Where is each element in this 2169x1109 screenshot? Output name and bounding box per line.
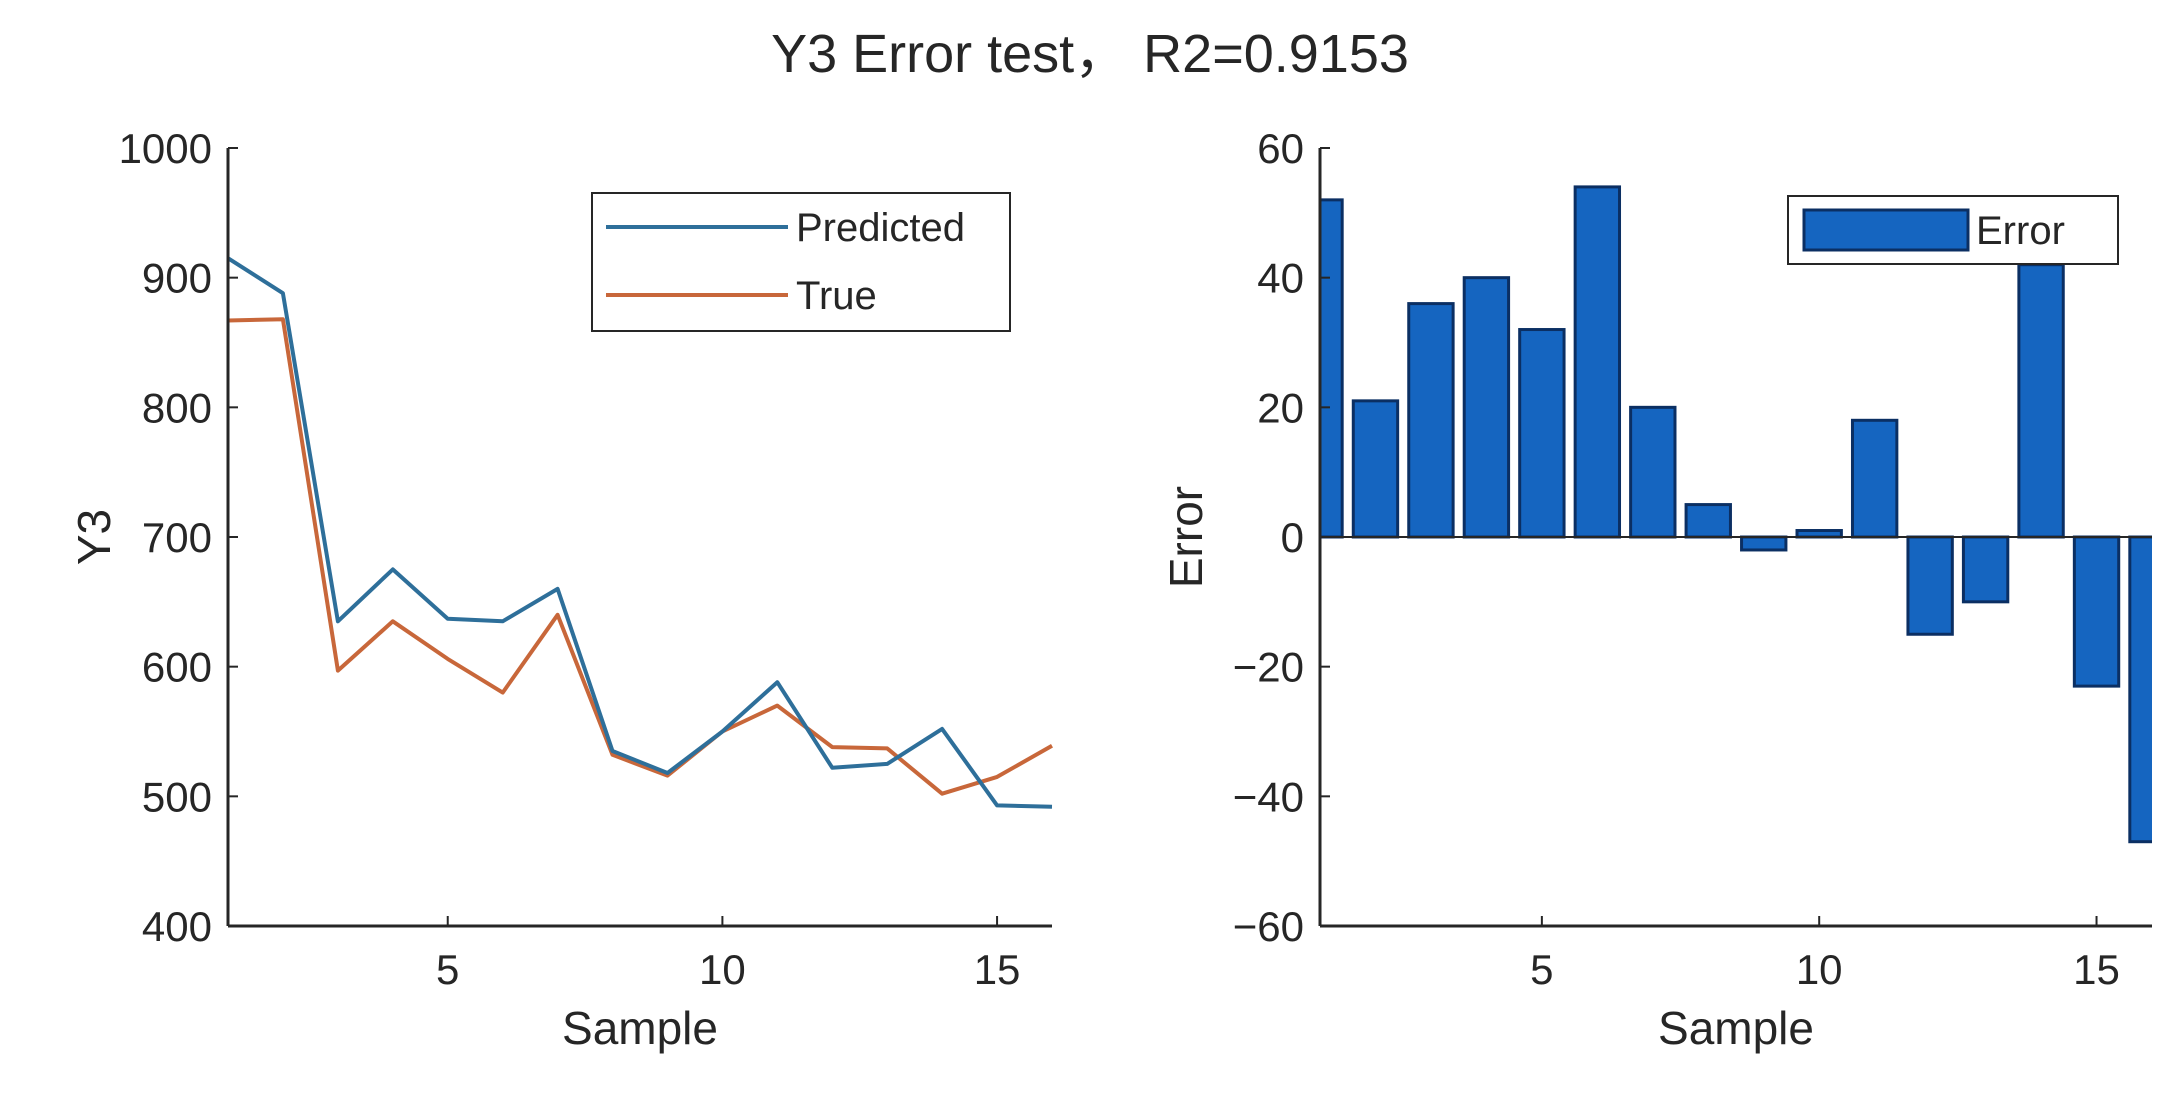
line-chart-y3: 400 500 600 700 800 900 1000 5 10 15 Sample Y3 Predi…: [68, 125, 1053, 1054]
y-tick-label: 800: [142, 384, 212, 431]
y-tick-label: 400: [142, 903, 212, 950]
y-tick-label: 900: [142, 255, 212, 302]
error-bar: [2072, 535, 2121, 688]
legend-label-error: Error: [1976, 209, 2065, 253]
bars-group: [1320, 185, 2152, 844]
bar-chart-error: −60 −40 −20 0 20 40 60 5 10 15 Sample Error Error: [1160, 125, 2152, 1054]
y-tick-label: 600: [142, 644, 212, 691]
error-bar: [1462, 276, 1511, 539]
series-line-true: [227, 317, 1053, 796]
error-bar: [2017, 263, 2065, 539]
y-tick-label: 60: [1257, 125, 1304, 172]
y-tick-label: 500: [142, 773, 212, 820]
x-tick-label: 15: [974, 946, 1021, 993]
y-axis-label: Y3: [68, 509, 120, 565]
legend-label-predicted: Predicted: [796, 206, 965, 250]
y-tick-label: 20: [1257, 384, 1304, 431]
legend-swatch-error: [1802, 208, 1970, 252]
x-axis-label: Sample: [562, 1002, 718, 1054]
y-tick-label: 1000: [119, 125, 212, 172]
x-axis-label: Sample: [1658, 1002, 1814, 1054]
error-bar: [1684, 503, 1732, 539]
error-bar: [2128, 535, 2152, 844]
y-tick-label: 700: [142, 514, 212, 561]
error-bar: [1573, 185, 1622, 539]
error-bar: [1351, 399, 1400, 539]
legend-box: [591, 192, 1011, 332]
y-tick-label: 0: [1281, 514, 1304, 561]
figure-suptitle: Y3 Error test， R2=0.9153: [771, 24, 1409, 84]
y-axis-label: Error: [1160, 486, 1212, 588]
error-bar: [1850, 418, 1899, 539]
legend-label-true: True: [796, 274, 877, 318]
x-tick-label: 10: [1796, 946, 1843, 993]
x-tick-label: 10: [699, 946, 746, 993]
series-line-predicted: [226, 256, 1053, 809]
y-tick-label: −60: [1233, 903, 1304, 950]
legend: Predicted True: [591, 192, 1011, 332]
y-tick-label: 40: [1257, 255, 1304, 302]
error-bar: [1906, 535, 1954, 636]
y-tick-label: −40: [1233, 773, 1304, 820]
error-bar: [1629, 405, 1677, 539]
x-tick-label: 15: [2073, 946, 2120, 993]
legend: Error: [1787, 195, 2119, 265]
error-bar: [1518, 328, 1566, 539]
x-tick-label: 5: [436, 946, 459, 993]
error-bar: [1961, 535, 2010, 604]
error-bar: [1740, 535, 1788, 552]
error-bar: [1407, 302, 1455, 539]
x-tick-label: 5: [1530, 946, 1553, 993]
y-tick-label: −20: [1233, 644, 1304, 691]
